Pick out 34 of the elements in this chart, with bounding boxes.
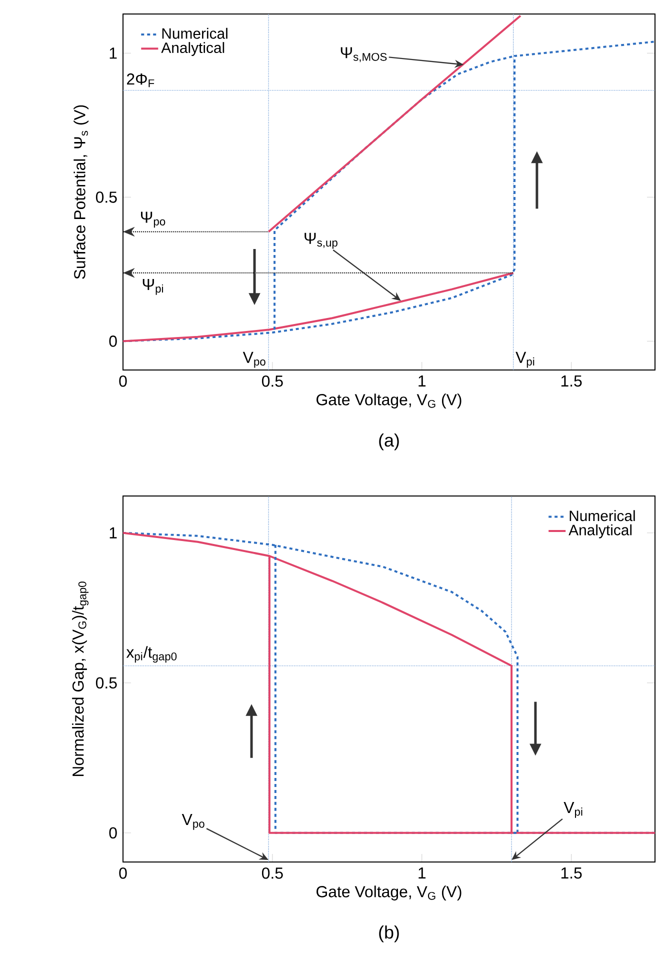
annotation: Ψ$_{s,up}$ (304, 232, 338, 249)
y-tick-label: 1 (110, 527, 117, 538)
x-tick-label: 0.5 (262, 868, 283, 879)
ref-line-label: x$_{pi}$/t$_{gap0}$ (126, 646, 177, 663)
x-tick-label: 0 (119, 376, 127, 387)
ref-line-label: 2Φ$_{F}$ (126, 73, 154, 88)
ref-line-label: V$_{po}$ (182, 814, 204, 830)
x-tick-label: 0.5 (262, 376, 283, 387)
y-tick-label: 0 (109, 827, 117, 839)
y-tick-label: 0.5 (96, 677, 117, 689)
text: (b) (379, 925, 399, 942)
ref-line-label: V$_{po}$ (242, 352, 266, 368)
x-axis-title: Gate Voltage, V$_{G}$ (V) (316, 394, 462, 408)
annotation: Ψ$_{pi}$ (142, 278, 164, 295)
legend-label: Numerical (162, 28, 228, 39)
x-tick-label: 0 (119, 868, 127, 879)
ref-line-label: V$_{pi}$ (516, 352, 534, 368)
annotation: Ψ$_{s,MOS}$ (340, 47, 387, 62)
ref-line-label: V$_{pi}$ (564, 802, 582, 818)
x-tick-label: 1 (418, 868, 426, 878)
text: (a) (379, 433, 399, 450)
y-axis-title: Surface Potential, Ψ$_{s}$ (V) (74, 105, 88, 279)
y-axis-title: Normalized Gap, x(V$_{G}$)/t$_{gap0}$ (72, 582, 88, 776)
y-tick-label: 1 (110, 48, 117, 59)
x-tick-label: 1 (418, 376, 426, 386)
annotation: Ψ$_{po}$ (141, 212, 166, 228)
legend-label: Numerical (570, 510, 635, 522)
legend-label: Analytical (161, 42, 224, 56)
x-tick-label: 1.5 (561, 868, 582, 879)
y-tick-label: 0 (109, 336, 117, 347)
legend-label: Analytical (568, 524, 632, 538)
x-tick-label: 1.5 (561, 376, 582, 387)
y-tick-label: 0.5 (96, 192, 117, 203)
x-axis-title: Gate Voltage, V$_{G}$ (V) (316, 886, 462, 900)
